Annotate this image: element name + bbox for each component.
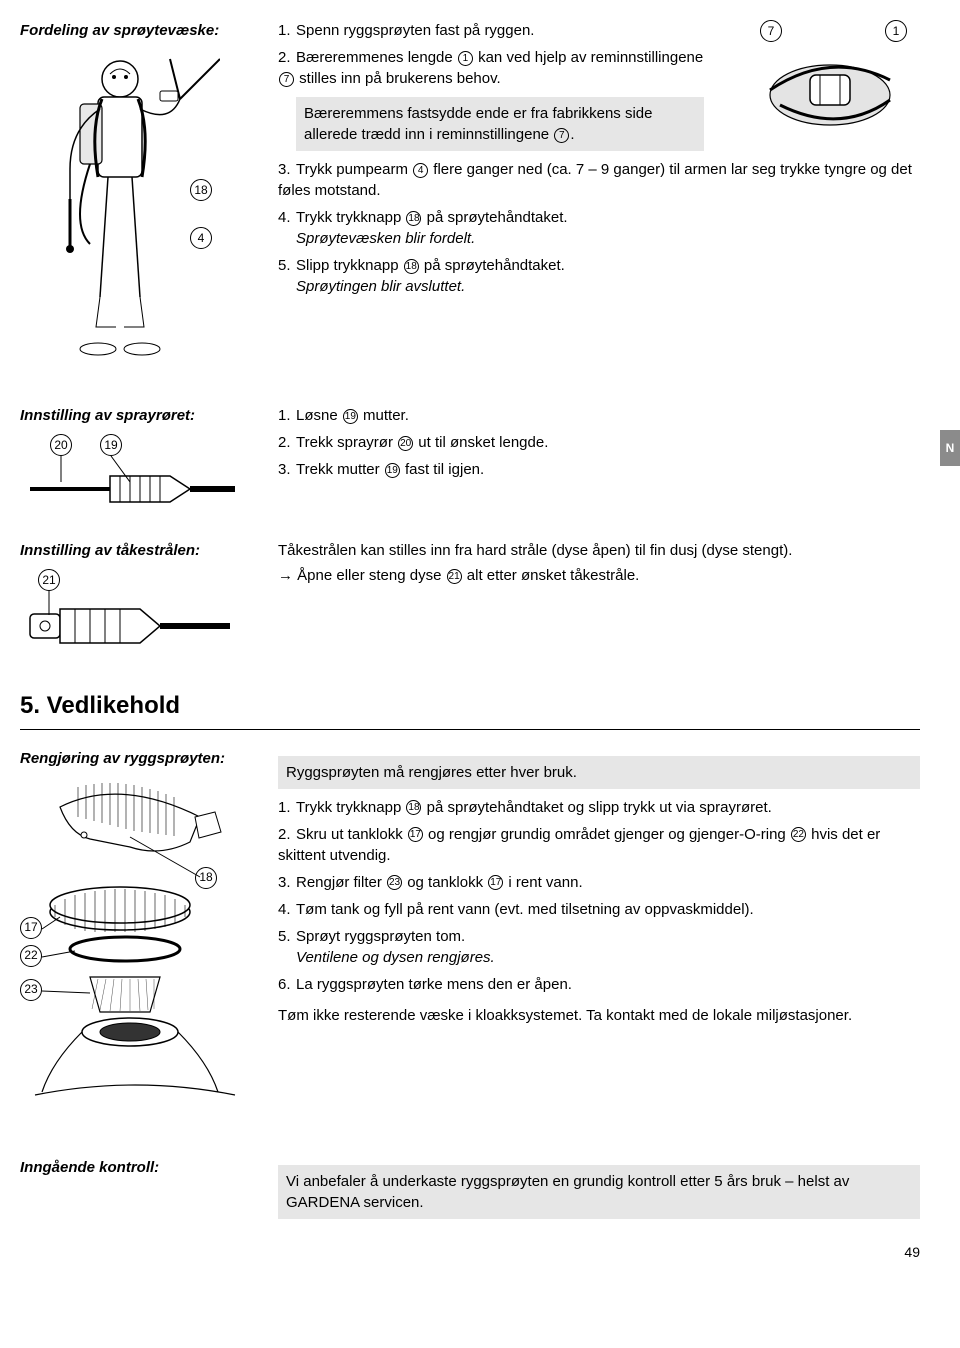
s1-step2: 2.Bæreremmenes lengde 1 kan ved hjelp av… (278, 47, 704, 89)
callout-21: 21 (38, 569, 60, 591)
s3-p1: Tåkestrålen kan stilles inn fra hard str… (278, 540, 920, 561)
figure-person: 18 4 (20, 49, 260, 379)
s1-step3: 3.Trykk pumpearm 4 flere ganger ned (ca.… (278, 159, 920, 201)
callout-18: 18 (190, 179, 212, 201)
section-incoming: Inngående kontroll: Vi anbefaler å under… (20, 1157, 920, 1227)
s1-step5: 5.Slipp trykknapp 18 på sprøytehåndtaket… (278, 255, 920, 297)
s2-step2: 2.Trekk sprayrør 20 ut til ønsket lengde… (278, 432, 920, 453)
figure-tank: 18 17 22 23 (20, 777, 260, 1097)
figure-spraytube: 20 19 (20, 434, 260, 514)
incoming-note: Vi anbefaler å underkaste ryggsprøyten e… (278, 1165, 920, 1219)
language-tab: N (940, 430, 960, 466)
section-fordeling: Fordeling av sprøytevæske: (20, 20, 920, 379)
m-step3: 3.Rengjør filter 23 og tanklokk 17 i ren… (278, 872, 920, 893)
s1-step1: 1.Spenn ryggsprøyten fast på ryggen. (278, 20, 704, 41)
heading-vedlikehold: 5. Vedlikehold (20, 689, 920, 723)
s2-step3: 3.Trekk mutter 19 fast til igjen. (278, 459, 920, 480)
m-footer: Tøm ikke resterende væske i kloakksystem… (278, 1005, 920, 1026)
callout-4: 4 (190, 227, 212, 249)
maintenance-title: Rengjøring av ryggsprøyten: (20, 748, 260, 769)
s2-step1: 1.Løsne 19 mutter. (278, 405, 920, 426)
callout-m22: 22 (20, 945, 42, 967)
callout-1: 1 (885, 20, 907, 42)
s3-p2: → Åpne eller steng dyse 21 alt etter øns… (278, 565, 920, 586)
section-tåkestrålen: Innstilling av tåkestrålen: 21 Tåkestrål… (20, 540, 920, 649)
section2-title: Innstilling av sprayrøret: (20, 405, 260, 426)
divider (20, 729, 920, 730)
m-step2: 2.Skru ut tanklokk 17 og rengjør grundig… (278, 824, 920, 866)
figure-buckle: 7 1 (720, 20, 920, 159)
m-step6: 6.La ryggsprøyten tørke mens den er åpen… (278, 974, 920, 995)
section-maintenance: Rengjøring av ryggsprøyten: (20, 748, 920, 1097)
section1-title: Fordeling av sprøytevæske: (20, 20, 260, 41)
maint-note: Ryggsprøyten må rengjøres etter hver bru… (278, 756, 920, 789)
m-step5: 5.Sprøyt ryggsprøyten tom.Ventilene og d… (278, 926, 920, 968)
m-step1: 1.Trykk trykknapp 18 på sprøytehåndtaket… (278, 797, 920, 818)
incoming-title: Inngående kontroll: (20, 1157, 260, 1178)
figure-nozzle: 21 (20, 569, 260, 649)
s1-note: Bæreremmens fastsydde ende er fra fabrik… (296, 97, 704, 151)
callout-19: 19 (100, 434, 122, 456)
callout-m23: 23 (20, 979, 42, 1001)
callout-7: 7 (760, 20, 782, 42)
section-sprayrør: Innstilling av sprayrøret: 20 19 1.Løsne… (20, 405, 920, 514)
m-step4: 4.Tøm tank og fyll på rent vann (evt. me… (278, 899, 920, 920)
s1-step4: 4.Trykk trykknapp 18 på sprøytehåndtaket… (278, 207, 920, 249)
callout-m17: 17 (20, 917, 42, 939)
callout-20: 20 (50, 434, 72, 456)
callout-m18: 18 (195, 867, 217, 889)
section3-title: Innstilling av tåkestrålen: (20, 540, 260, 561)
page-number: 49 (904, 1243, 920, 1263)
